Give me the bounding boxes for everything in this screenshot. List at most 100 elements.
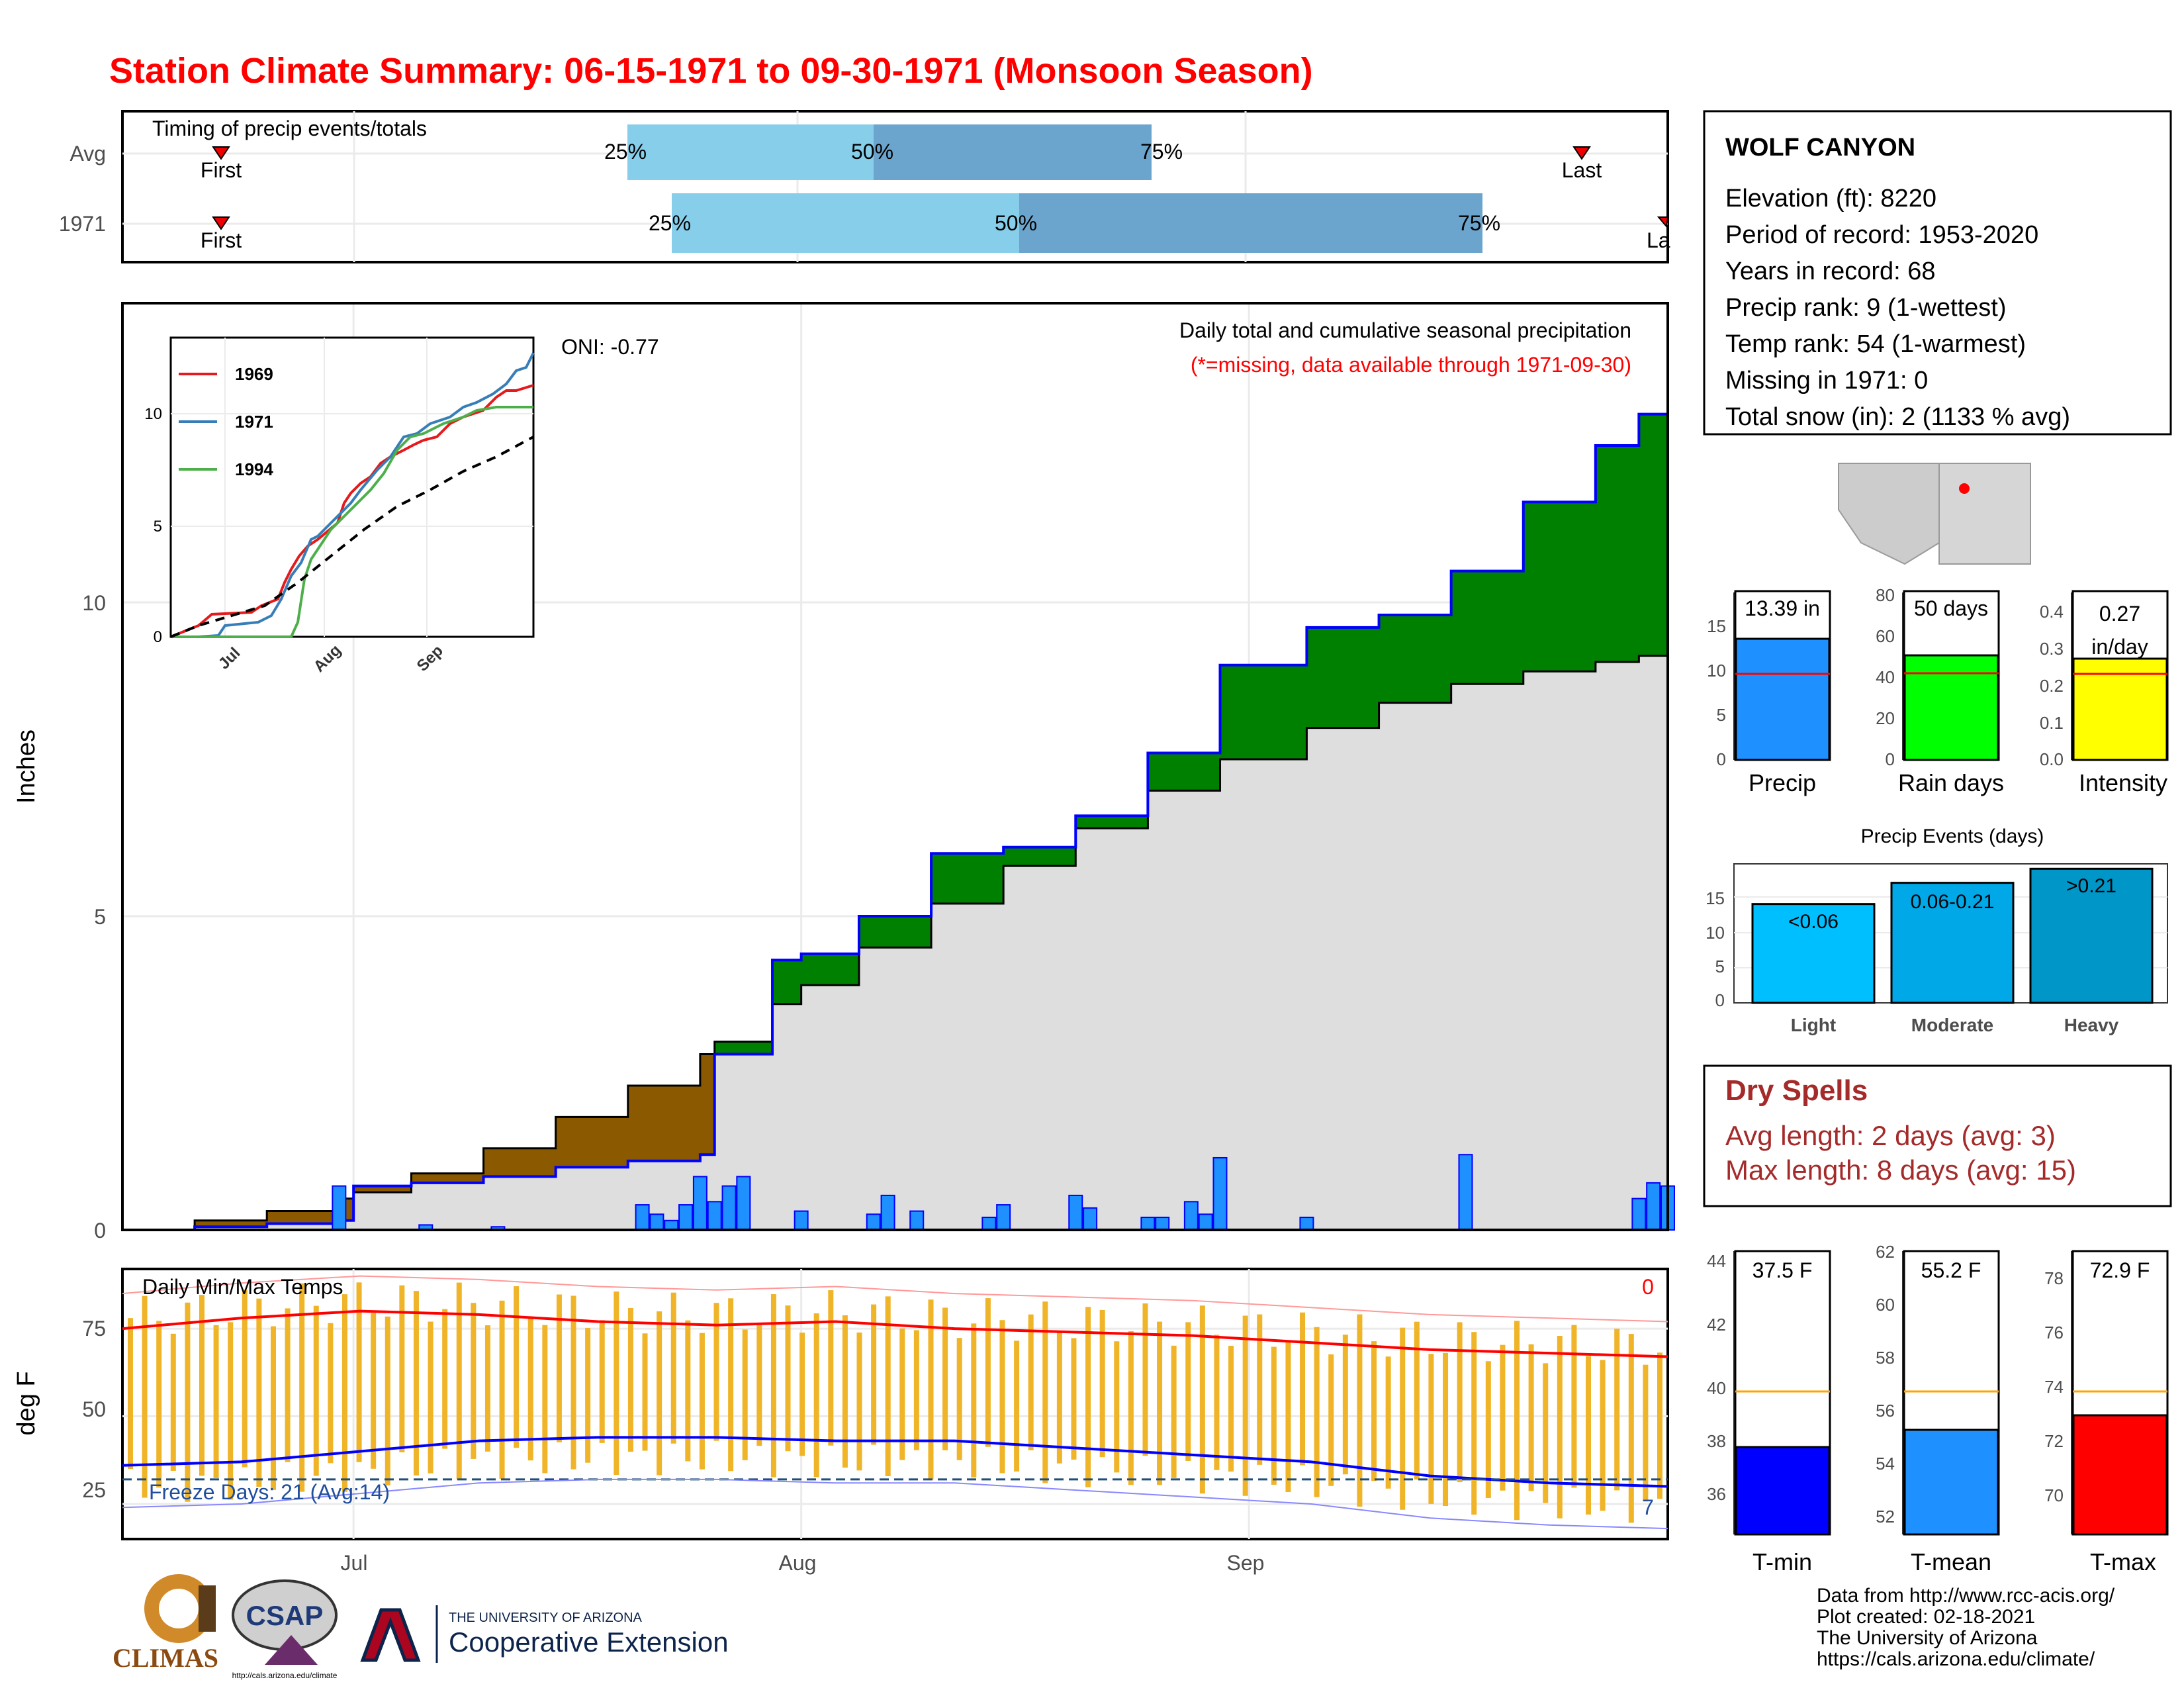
- daily-temp-bar: [499, 1300, 505, 1479]
- inset-ytick-10: 10: [144, 405, 162, 423]
- daily-temp-bar: [527, 1316, 533, 1461]
- dry-spells-avg: Avg length: 2 days (avg: 3): [1725, 1120, 2056, 1151]
- tmean-card: 55.2 F T-mean 62 60 58 56 54 52: [1876, 1242, 2000, 1575]
- tmean-ytick-52: 52: [1876, 1507, 1895, 1526]
- daily-temp-bar: [1514, 1321, 1520, 1521]
- daily-temp-bar: [899, 1328, 905, 1460]
- daily-temp-bar: [1457, 1322, 1463, 1483]
- last-label-1971: La: [1647, 228, 1670, 252]
- events-ytick-15: 15: [1706, 888, 1725, 908]
- average-cumulative-area: [122, 652, 1668, 1230]
- avg-25-label: 25%: [604, 140, 647, 164]
- daily-temp-bar: [1199, 1305, 1205, 1494]
- daily-temp-bar: [585, 1328, 591, 1463]
- daily-temp-bar: [1443, 1352, 1449, 1506]
- raindays-card-ytick-20: 20: [1876, 708, 1895, 728]
- daily-temp-bar: [1271, 1346, 1277, 1485]
- station-name: WOLF CANYON: [1725, 134, 1915, 162]
- last-marker-1971: [1657, 216, 1669, 228]
- daily-temp-bar: [1600, 1360, 1606, 1511]
- daily-temp-bar: [1471, 1332, 1477, 1515]
- daily-temp-bar: [599, 1320, 605, 1443]
- footer-line-3: The University of Arizona: [1817, 1627, 2038, 1649]
- avg-50-label: 50%: [851, 140, 893, 164]
- daily-temp-bar: [1071, 1338, 1077, 1460]
- precip-missing-note: (*=missing, data available through 1971-…: [1191, 353, 1631, 377]
- tmax-ytick-70: 70: [2044, 1485, 2064, 1505]
- daily-temp-bar: [213, 1325, 219, 1478]
- daily-temp-bar: [942, 1307, 948, 1450]
- tmean-ytick-56: 56: [1876, 1401, 1895, 1421]
- daily-precip-bar-09-05: [1299, 1217, 1314, 1231]
- daily-temp-bar: [770, 1294, 776, 1477]
- daily-temp-bar: [913, 1330, 919, 1450]
- daily-temp-bar: [456, 1282, 462, 1479]
- inset-ytick-5: 5: [154, 518, 162, 536]
- intensity-card-label: Intensity: [2079, 769, 2167, 796]
- dry-spells-box: Dry Spells Avg length: 2 days (avg: 3) M…: [1703, 1064, 2172, 1207]
- daily-temp-bar: [256, 1298, 262, 1487]
- tmax-ytick-74: 74: [2044, 1377, 2064, 1397]
- daily-temp-bar: [1628, 1334, 1634, 1523]
- events-bars: [1751, 867, 2154, 1004]
- station-line-4: Precip rank: 9 (1-wettest): [1725, 294, 2006, 322]
- daily-temp-bar: [1214, 1335, 1220, 1470]
- daily-precip-bar-08-20: [1068, 1194, 1083, 1231]
- daily-temp-bar: [1400, 1327, 1406, 1510]
- last-marker-avg: [1572, 146, 1591, 160]
- timing-panel: Timing of precip events/totals Avg 1971 …: [59, 110, 1670, 263]
- daily-temp-bar: [799, 1333, 805, 1456]
- precip-annotation: Daily total and cumulative seasonal prec…: [1179, 318, 1631, 342]
- daily-temp-bar: [1643, 1364, 1649, 1502]
- daily-temp-bar: [299, 1283, 305, 1492]
- daily-temp-bar: [1657, 1352, 1662, 1499]
- inset-legend-1994: 1994: [235, 459, 273, 479]
- xtick-jul: Jul: [341, 1551, 368, 1575]
- events-cat-heavy: Heavy: [2064, 1015, 2119, 1035]
- raindays-card-bar: [1903, 654, 1999, 761]
- avg-min-temp-line: [122, 1436, 1668, 1488]
- temp-ytick-25: 25: [82, 1478, 106, 1502]
- daily-temp-bar: [471, 1303, 477, 1459]
- inset-chart: 1969 1971 1994 0 5 10 Jul Aug Sep: [144, 336, 535, 676]
- daily-temp-bar: [1142, 1303, 1148, 1456]
- daily-temp-bar: [1285, 1341, 1291, 1493]
- daily-precip-bar-07-22: [649, 1213, 664, 1231]
- daily-precip-bar-09-28: [1631, 1197, 1647, 1231]
- daily-precip-bar-08-09: [909, 1210, 925, 1231]
- footer-line-2: Plot created: 02-18-2021: [1817, 1606, 2035, 1628]
- daily-temp-bar: [685, 1320, 691, 1462]
- daily-precip-bar-08-14: [981, 1217, 997, 1231]
- record-max-line: [122, 1275, 1668, 1323]
- daily-temp-bar: [128, 1318, 133, 1470]
- 1971-50-label: 50%: [995, 211, 1037, 235]
- station-line-2: Period of record: 1953-2020: [1725, 221, 2038, 249]
- daily-temp-bar: [1485, 1361, 1491, 1498]
- daily-temp-bar: [1614, 1329, 1620, 1491]
- daily-temp-bar: [1385, 1356, 1391, 1489]
- daily-temp-bar: [399, 1285, 405, 1452]
- tmean-card-label: T-mean: [1911, 1548, 1991, 1575]
- daily-precip-bar-08-15: [996, 1204, 1011, 1231]
- daily-temp-bar: [657, 1311, 662, 1476]
- daily-temp-bar: [1014, 1340, 1020, 1472]
- daily-temp-bar: [1371, 1341, 1377, 1481]
- daily-precip-bar-07-23: [664, 1219, 679, 1231]
- daily-temp-bar: [185, 1302, 191, 1502]
- inset-legend-1969: 1969: [235, 364, 273, 384]
- daily-temp-bar: [842, 1315, 848, 1468]
- dry-spells-title: Dry Spells: [1725, 1074, 1868, 1107]
- events-ytick-5: 5: [1715, 957, 1725, 976]
- temp-top-right: 0: [1642, 1275, 1654, 1299]
- daily-temp-bar: [1185, 1322, 1191, 1461]
- intensity-card: 0.27 in/day Intensity 0.4 0.3 0.2 0.1 0.…: [2040, 590, 2169, 796]
- temp-ytick-75: 75: [82, 1317, 106, 1340]
- below-average-area: [122, 1041, 715, 1230]
- daily-temp-bar: [142, 1295, 148, 1498]
- timing-row-avg: Avg: [69, 142, 106, 165]
- daily-temp-bar: [728, 1298, 734, 1472]
- daily-temp-bar: [871, 1304, 877, 1445]
- daily-temp-bar: [371, 1313, 377, 1469]
- tmin-card: 37.5 F T-min 44 42 40 38 36: [1707, 1250, 1831, 1575]
- events-ytick-10: 10: [1706, 923, 1725, 943]
